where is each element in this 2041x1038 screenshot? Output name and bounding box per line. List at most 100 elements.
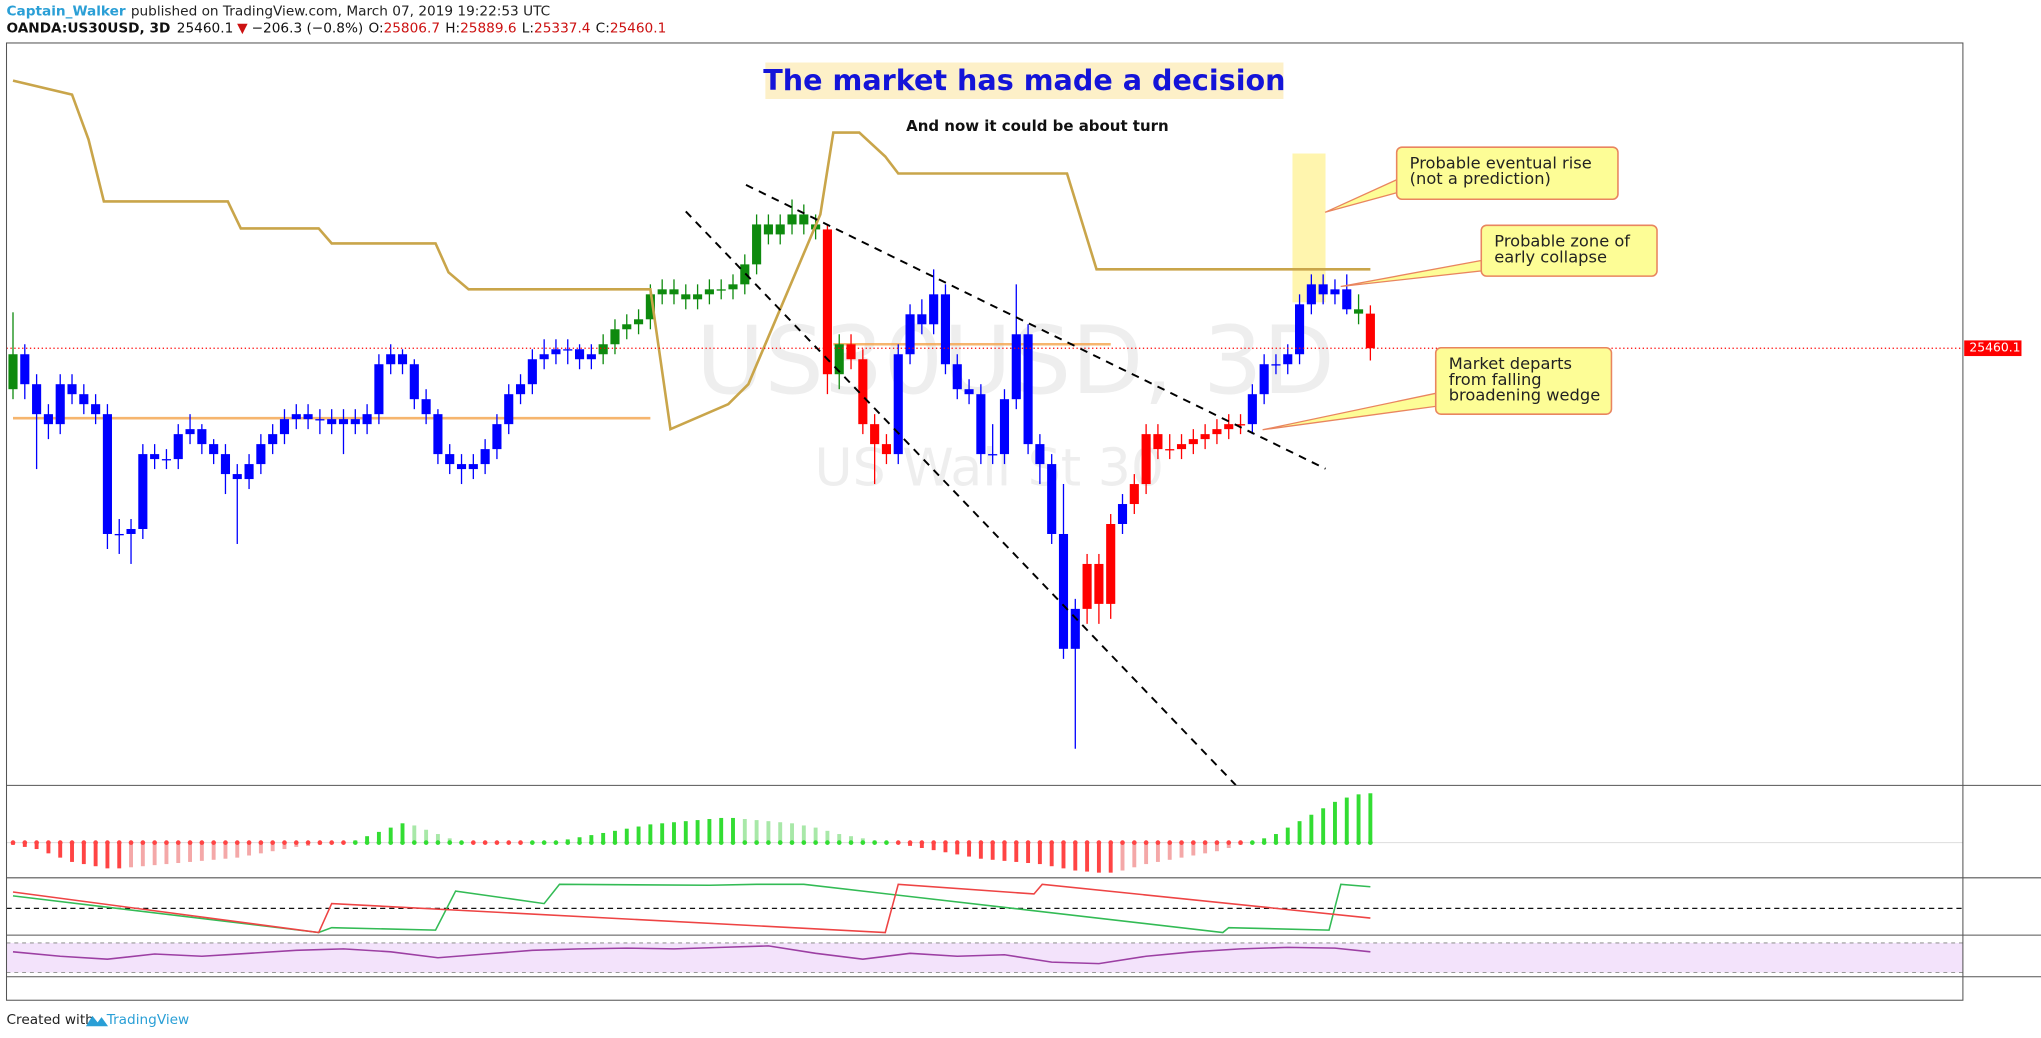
zero-dot — [388, 840, 394, 845]
zero-dot — [730, 840, 736, 845]
candle-body — [940, 294, 951, 365]
candle-body — [1129, 484, 1139, 505]
callout-box — [1395, 146, 1619, 201]
zero-dot — [223, 840, 228, 845]
candle-body — [1306, 284, 1316, 305]
zero-dot — [860, 840, 866, 845]
candle-body — [999, 399, 1010, 455]
candle-body — [409, 364, 419, 400]
zero-dot — [116, 840, 122, 845]
author[interactable]: Captain_Walker — [7, 4, 126, 20]
candle-body — [445, 454, 455, 465]
zero-dot — [1155, 840, 1161, 845]
zero-dot — [423, 840, 429, 845]
candle-body — [20, 354, 30, 385]
histogram-bar — [801, 825, 806, 843]
candle-body — [917, 314, 927, 325]
trend-line — [745, 184, 1326, 470]
zero-dot — [1025, 840, 1031, 845]
candle-body — [1141, 434, 1151, 485]
zero-dot — [1344, 840, 1350, 845]
zero-dot — [506, 840, 512, 845]
zero-dot — [1037, 840, 1043, 845]
histogram-bar — [1285, 827, 1290, 843]
candle-body — [563, 349, 573, 351]
zero-dot — [577, 840, 582, 845]
zero-dot — [258, 840, 264, 845]
candle-body — [1094, 563, 1104, 604]
zero-dot — [1309, 840, 1314, 845]
annotations: The market has made a decision And now i… — [685, 62, 1658, 786]
histogram-bar — [1226, 842, 1231, 848]
histogram-bar — [282, 842, 287, 850]
histogram-bar — [1309, 814, 1314, 843]
candle-body — [67, 384, 77, 395]
last: 25460.1 — [177, 21, 233, 37]
zero-dot — [707, 840, 712, 845]
candle-body — [693, 294, 703, 300]
candle-body — [1011, 334, 1021, 400]
histogram-bar — [1179, 842, 1184, 858]
histogram-bar — [1191, 842, 1196, 856]
histogram-bar — [931, 842, 936, 851]
candle-body — [575, 349, 585, 360]
histogram-bar — [435, 834, 440, 843]
zero-dot — [648, 840, 653, 845]
candle-body — [681, 294, 691, 300]
zero-dot — [541, 840, 547, 845]
zero-dot — [600, 840, 606, 845]
histogram-bar — [1356, 794, 1361, 843]
footer-brand[interactable]: TradingView — [106, 1012, 189, 1028]
zero-dot — [187, 840, 193, 845]
zero-dot — [164, 840, 169, 845]
candle-body — [539, 354, 549, 360]
zero-dot — [1013, 840, 1019, 845]
zero-dot — [128, 840, 134, 845]
candle-body — [1035, 444, 1045, 465]
histogram-bar — [719, 817, 724, 843]
zero-dot — [376, 840, 382, 845]
zero-dot — [754, 840, 759, 845]
zero-dot — [766, 840, 771, 845]
zero-dot — [884, 840, 889, 845]
candle-body — [386, 354, 396, 365]
candle-body — [256, 444, 266, 465]
candle-body — [504, 394, 514, 425]
histogram-bar — [1333, 801, 1337, 843]
candle-body — [492, 424, 502, 450]
candle-body — [834, 344, 844, 375]
candle-body — [232, 474, 242, 480]
candle-body — [881, 444, 891, 455]
candle-body — [1070, 608, 1080, 649]
zero-dot — [872, 840, 877, 845]
histogram-bar — [1120, 842, 1125, 871]
ohlc-value: 25889.6 — [460, 21, 516, 37]
zero-dot — [553, 840, 559, 845]
histogram-bar — [1085, 842, 1090, 872]
candle-body — [527, 359, 537, 385]
zero-dot — [695, 840, 700, 845]
zero-dot — [482, 840, 488, 845]
candle-body — [634, 319, 644, 325]
histogram-bar — [1144, 842, 1149, 865]
zero-dot — [81, 840, 87, 845]
zero-dot — [329, 840, 335, 845]
histogram-bar — [258, 842, 263, 854]
header-line-2: OANDA:US30USD, 3D 25460.1 ▼ −206.3 (−0.8%) O… — [7, 21, 667, 37]
candle-body — [752, 224, 762, 265]
histogram-bar — [129, 842, 133, 868]
zero-dot — [234, 840, 240, 845]
zero-dot — [1084, 840, 1090, 845]
histogram-bar — [742, 819, 747, 843]
candle-body — [303, 414, 313, 420]
zero-dot — [1049, 840, 1055, 845]
histogram-bar — [1061, 842, 1066, 869]
histogram-bar — [978, 842, 983, 859]
change: −206.3 (−0.8%) — [252, 21, 364, 37]
histogram-bar — [93, 842, 98, 867]
histogram-bar — [849, 836, 853, 843]
histogram-bar — [813, 827, 818, 843]
candle-body — [468, 464, 478, 470]
zero-dot — [364, 840, 370, 845]
candle-body — [244, 464, 254, 480]
